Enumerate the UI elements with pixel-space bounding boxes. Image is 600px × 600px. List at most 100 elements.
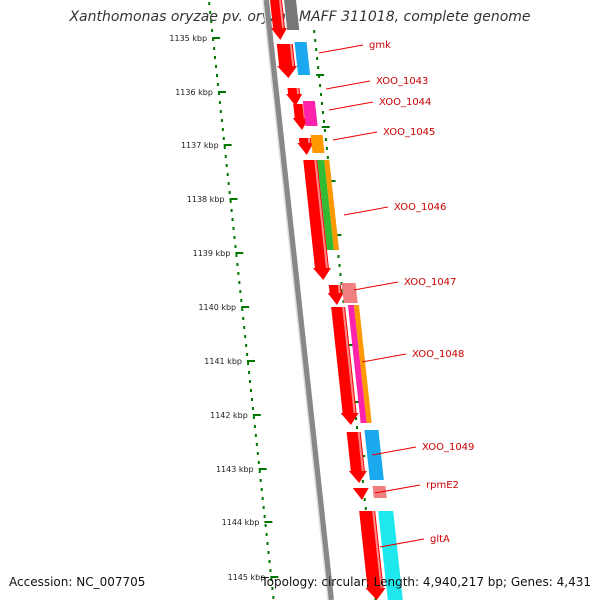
- track-dot: [338, 264, 341, 267]
- feature-gmk: [294, 42, 311, 75]
- feature-gray-block: [284, 0, 300, 30]
- ruler-dot: [249, 380, 252, 383]
- cds-arrow: [352, 488, 369, 500]
- ruler-dot: [246, 353, 249, 356]
- track-tick: [321, 126, 330, 128]
- track-dot: [320, 93, 323, 96]
- ruler-dot: [227, 182, 230, 185]
- ruler-tick: [264, 521, 273, 523]
- track-dot: [321, 102, 324, 105]
- ruler-dot: [262, 506, 265, 509]
- feature-xoo-1046-green: [317, 160, 334, 250]
- ruler-label: 1144 kbp: [222, 518, 260, 527]
- leader-gmk: [318, 44, 364, 54]
- ruler-dot: [217, 92, 220, 95]
- ruler-dot: [222, 137, 225, 140]
- track-dot: [325, 147, 328, 150]
- leader-xoo-1043: [325, 80, 371, 90]
- genome-backbone: [263, 0, 334, 600]
- cds-arrow-shade: [307, 137, 311, 144]
- track-dot: [315, 48, 318, 51]
- cds-arrow-shade: [337, 284, 341, 294]
- ruler-dot: [223, 146, 226, 149]
- gene-label-rpme2[interactable]: rpmE2: [426, 480, 459, 491]
- gene-label-gmk[interactable]: gmk: [369, 40, 391, 51]
- track-tick: [316, 74, 325, 76]
- leader-xoo-1044: [328, 101, 374, 111]
- leader-xoo-1048: [361, 353, 407, 363]
- ruler-dot: [267, 551, 270, 554]
- ruler-label: 1145 kbp: [228, 573, 266, 582]
- ruler-dot: [244, 335, 247, 338]
- cds-arrow-shade: [372, 510, 383, 589]
- ruler-dot: [269, 569, 272, 572]
- track-dot: [326, 156, 329, 159]
- ruler-dot: [215, 74, 218, 77]
- ruler-label: 1137 kbp: [181, 141, 219, 150]
- track-dot: [321, 111, 324, 114]
- ruler-dot: [232, 227, 235, 230]
- ruler-dot: [265, 533, 268, 536]
- ruler-dot: [250, 398, 253, 401]
- track-dot: [319, 84, 322, 87]
- ruler-tick: [235, 252, 244, 254]
- ruler-dot: [208, 2, 211, 5]
- ruler-dot: [211, 29, 214, 32]
- ruler-dot: [272, 596, 275, 599]
- ruler-dot: [226, 173, 229, 176]
- ruler-dot: [240, 299, 243, 302]
- gene-label-xoo-1046[interactable]: XOO_1046: [394, 202, 446, 213]
- cds-arrow: [297, 138, 314, 155]
- ruler-dot: [252, 416, 255, 419]
- gene-label-xoo-1043[interactable]: XOO_1043: [376, 76, 428, 87]
- ruler-tick: [246, 360, 255, 362]
- feature-xoo-1044: [302, 101, 318, 126]
- ruler-dot: [228, 191, 231, 194]
- ruler-dot: [259, 479, 262, 482]
- ruler-dot: [258, 470, 261, 473]
- ruler-label: 1135 kbp: [169, 34, 207, 43]
- gene-label-xoo-1048[interactable]: XOO_1048: [412, 349, 464, 360]
- ruler-dot: [241, 308, 244, 311]
- ruler-dot: [229, 200, 232, 203]
- cds-arrow: [359, 511, 386, 600]
- ruler-label: 1138 kbp: [187, 195, 225, 204]
- ruler-dot: [243, 326, 246, 329]
- ruler-dot: [235, 254, 238, 257]
- cds-arrow: [286, 88, 303, 106]
- leader-glta: [379, 538, 425, 548]
- track-dot: [314, 39, 317, 42]
- ruler-dot: [266, 542, 269, 545]
- leader-rpme2: [374, 484, 421, 494]
- ruler-dot: [253, 425, 256, 428]
- ruler-label: 1139 kbp: [193, 249, 231, 258]
- ruler-dot: [213, 47, 216, 50]
- ruler-dot: [233, 236, 236, 239]
- ruler-dot: [247, 362, 250, 365]
- ruler-dot: [230, 209, 233, 212]
- gene-label-xoo-1049[interactable]: XOO_1049: [422, 442, 474, 453]
- feature-xoo-1046-orange: [324, 160, 339, 250]
- ruler-dot: [225, 164, 228, 167]
- gene-labels: gmk XOO_1043 XOO_1044 XOO_1045 XOO_1046 XOO_1…: [318, 40, 474, 548]
- cds-arrow-shade: [296, 87, 300, 95]
- gene-label-xoo-1047[interactable]: XOO_1047: [404, 277, 456, 288]
- feature-xoo-1045: [310, 135, 325, 153]
- cds-arrow: [270, 0, 288, 40]
- gene-label-glta[interactable]: gltA: [430, 534, 450, 545]
- feature-track: [270, 0, 403, 600]
- ruler-dot: [224, 155, 227, 158]
- ruler-dot: [231, 218, 234, 221]
- gene-label-xoo-1044[interactable]: XOO_1044: [379, 97, 431, 108]
- genome-backbone-highlight: [262, 0, 329, 600]
- ruler-dot: [257, 461, 260, 464]
- gene-label-xoo-1045[interactable]: XOO_1045: [383, 127, 435, 138]
- ruler-dot: [251, 407, 254, 410]
- cds-arrow: [276, 44, 298, 78]
- ruler-tick: [229, 198, 238, 200]
- ruler-dot: [245, 344, 248, 347]
- ruler-dot: [209, 11, 212, 14]
- ruler-tick: [258, 468, 267, 470]
- ruler-dot: [248, 371, 251, 374]
- ruler-dot: [256, 452, 259, 455]
